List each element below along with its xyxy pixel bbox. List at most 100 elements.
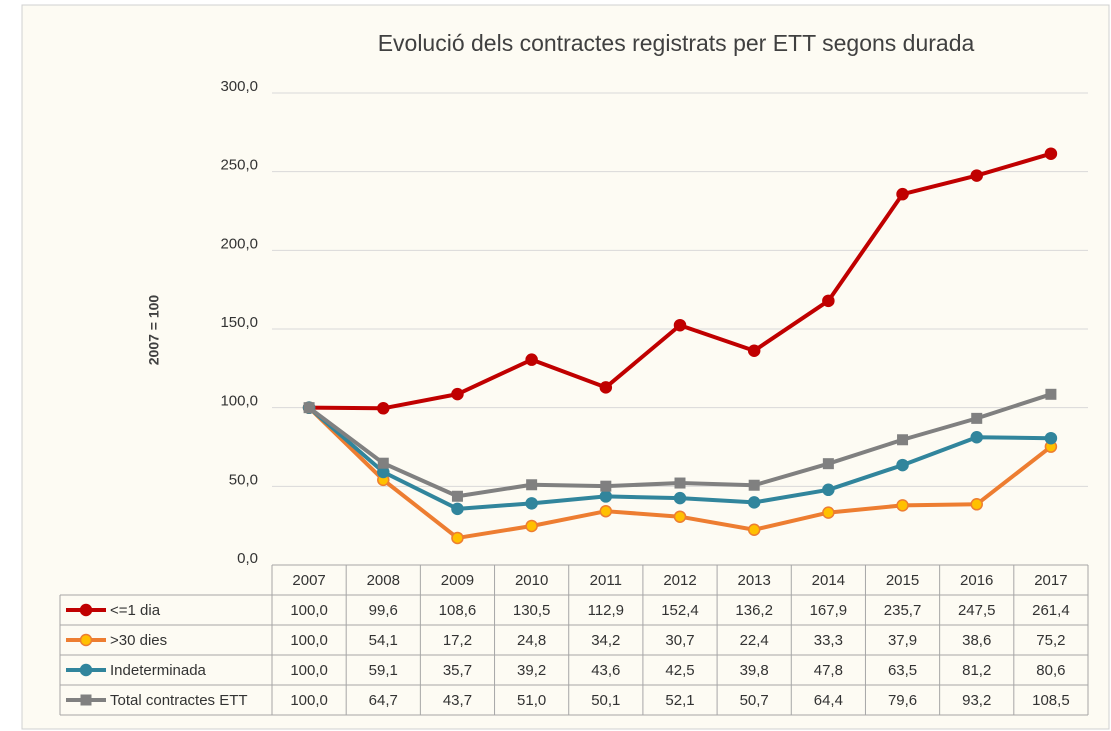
marker	[897, 434, 909, 446]
marker	[822, 483, 835, 497]
marker	[1044, 431, 1058, 445]
table-cell: 136,2	[735, 602, 773, 619]
x-tick-label: 2015	[886, 572, 919, 589]
table-cell: 167,9	[810, 602, 848, 619]
table-cell: 100,0	[290, 602, 328, 619]
marker	[525, 497, 538, 510]
table-cell: 42,5	[665, 662, 694, 679]
legend-label: <=1 dia	[110, 602, 161, 619]
table-cell: 247,5	[958, 602, 996, 619]
table-cell: 79,6	[888, 692, 917, 709]
table-cell: 50,7	[740, 692, 769, 709]
marker	[599, 381, 613, 394]
table-cell: 112,9	[588, 602, 624, 619]
marker	[674, 477, 686, 489]
table-cell: 52,1	[665, 692, 694, 709]
marker	[1044, 147, 1058, 160]
marker	[599, 490, 613, 503]
marker	[970, 430, 983, 444]
marker	[971, 412, 983, 424]
table-cell: 39,8	[740, 662, 769, 679]
marker	[673, 491, 687, 505]
table-cell: 80,6	[1036, 662, 1065, 679]
marker	[673, 510, 687, 523]
table-cell: 50,1	[591, 692, 620, 709]
chart-title: Evolució dels contractes registrats per …	[378, 30, 975, 56]
table-cell: 100,0	[290, 692, 328, 709]
x-tick-label: 2014	[812, 572, 845, 589]
x-tick-label: 2013	[737, 572, 770, 589]
marker	[970, 498, 983, 511]
table-cell: 108,5	[1032, 692, 1070, 709]
table-cell: 100,0	[290, 632, 328, 649]
y-tick-label: 0,0	[237, 550, 258, 567]
x-tick-label: 2007	[292, 572, 325, 589]
table-cell: 75,2	[1036, 632, 1065, 649]
x-tick-label: 2011	[590, 572, 622, 589]
x-tick-label: 2009	[441, 572, 474, 589]
table-cell: 93,2	[962, 692, 991, 709]
marker	[451, 531, 464, 545]
x-tick-label: 2017	[1034, 572, 1067, 589]
table-cell: 30,7	[665, 632, 694, 649]
marker	[896, 187, 909, 201]
marker	[451, 490, 463, 502]
table-cell: 37,9	[888, 632, 917, 649]
table-cell: 261,4	[1032, 602, 1070, 619]
marker	[673, 318, 687, 332]
table-cell: 35,7	[443, 662, 472, 679]
table-cell: 235,7	[884, 602, 922, 619]
y-tick-label: 200,0	[220, 235, 258, 252]
x-tick-label: 2012	[663, 572, 696, 589]
table-cell: 17,2	[443, 632, 472, 649]
x-tick-label: 2016	[960, 572, 993, 589]
marker	[599, 504, 613, 518]
marker	[525, 353, 538, 366]
marker	[525, 519, 538, 533]
table-cell: 64,4	[814, 692, 843, 709]
y-tick-label: 50,0	[229, 471, 258, 488]
table-cell: 38,6	[962, 632, 991, 649]
marker	[747, 523, 761, 537]
table-cell: 39,2	[517, 662, 546, 679]
table-cell: 99,6	[369, 602, 398, 619]
marker	[822, 506, 835, 519]
table-cell: 54,1	[369, 632, 398, 649]
marker	[970, 169, 983, 182]
marker	[822, 458, 834, 470]
marker	[1045, 388, 1057, 400]
legend-label: Total contractes ETT	[110, 692, 248, 709]
table-cell: 108,6	[439, 602, 477, 619]
y-axis-label: 2007 = 100	[146, 295, 162, 366]
marker	[377, 457, 389, 469]
legend-label: Indeterminada	[110, 662, 207, 679]
table-cell: 100,0	[290, 662, 328, 679]
marker	[747, 496, 761, 509]
y-tick-label: 250,0	[220, 157, 258, 174]
marker	[896, 499, 909, 512]
y-tick-label: 100,0	[220, 393, 258, 410]
legend-marker	[79, 633, 93, 647]
table-cell: 130,5	[513, 602, 551, 619]
table-cell: 43,6	[591, 662, 620, 679]
marker	[822, 294, 835, 308]
table-cell: 24,8	[517, 632, 546, 649]
table-cell: 22,4	[740, 632, 769, 649]
table-cell: 43,7	[443, 692, 472, 709]
marker	[600, 480, 612, 492]
table-cell: 152,4	[661, 602, 699, 619]
x-tick-label: 2010	[515, 572, 548, 589]
marker	[377, 402, 390, 415]
table-cell: 63,5	[888, 662, 917, 679]
y-tick-label: 150,0	[220, 314, 258, 331]
marker	[748, 479, 760, 491]
table-cell: 64,7	[369, 692, 398, 709]
marker	[747, 344, 761, 357]
legend-marker	[80, 694, 92, 706]
legend-label: >30 dies	[110, 632, 167, 649]
table-cell: 33,3	[814, 632, 843, 649]
legend-marker	[79, 663, 93, 677]
y-tick-label: 300,0	[220, 78, 258, 95]
marker	[451, 502, 464, 516]
